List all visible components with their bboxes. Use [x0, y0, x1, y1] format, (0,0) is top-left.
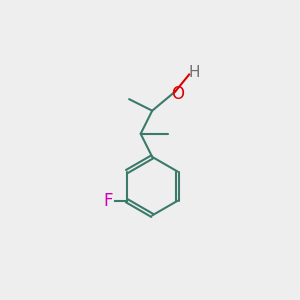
Text: O: O	[171, 85, 184, 103]
Text: F: F	[103, 192, 113, 210]
Text: H: H	[188, 65, 200, 80]
